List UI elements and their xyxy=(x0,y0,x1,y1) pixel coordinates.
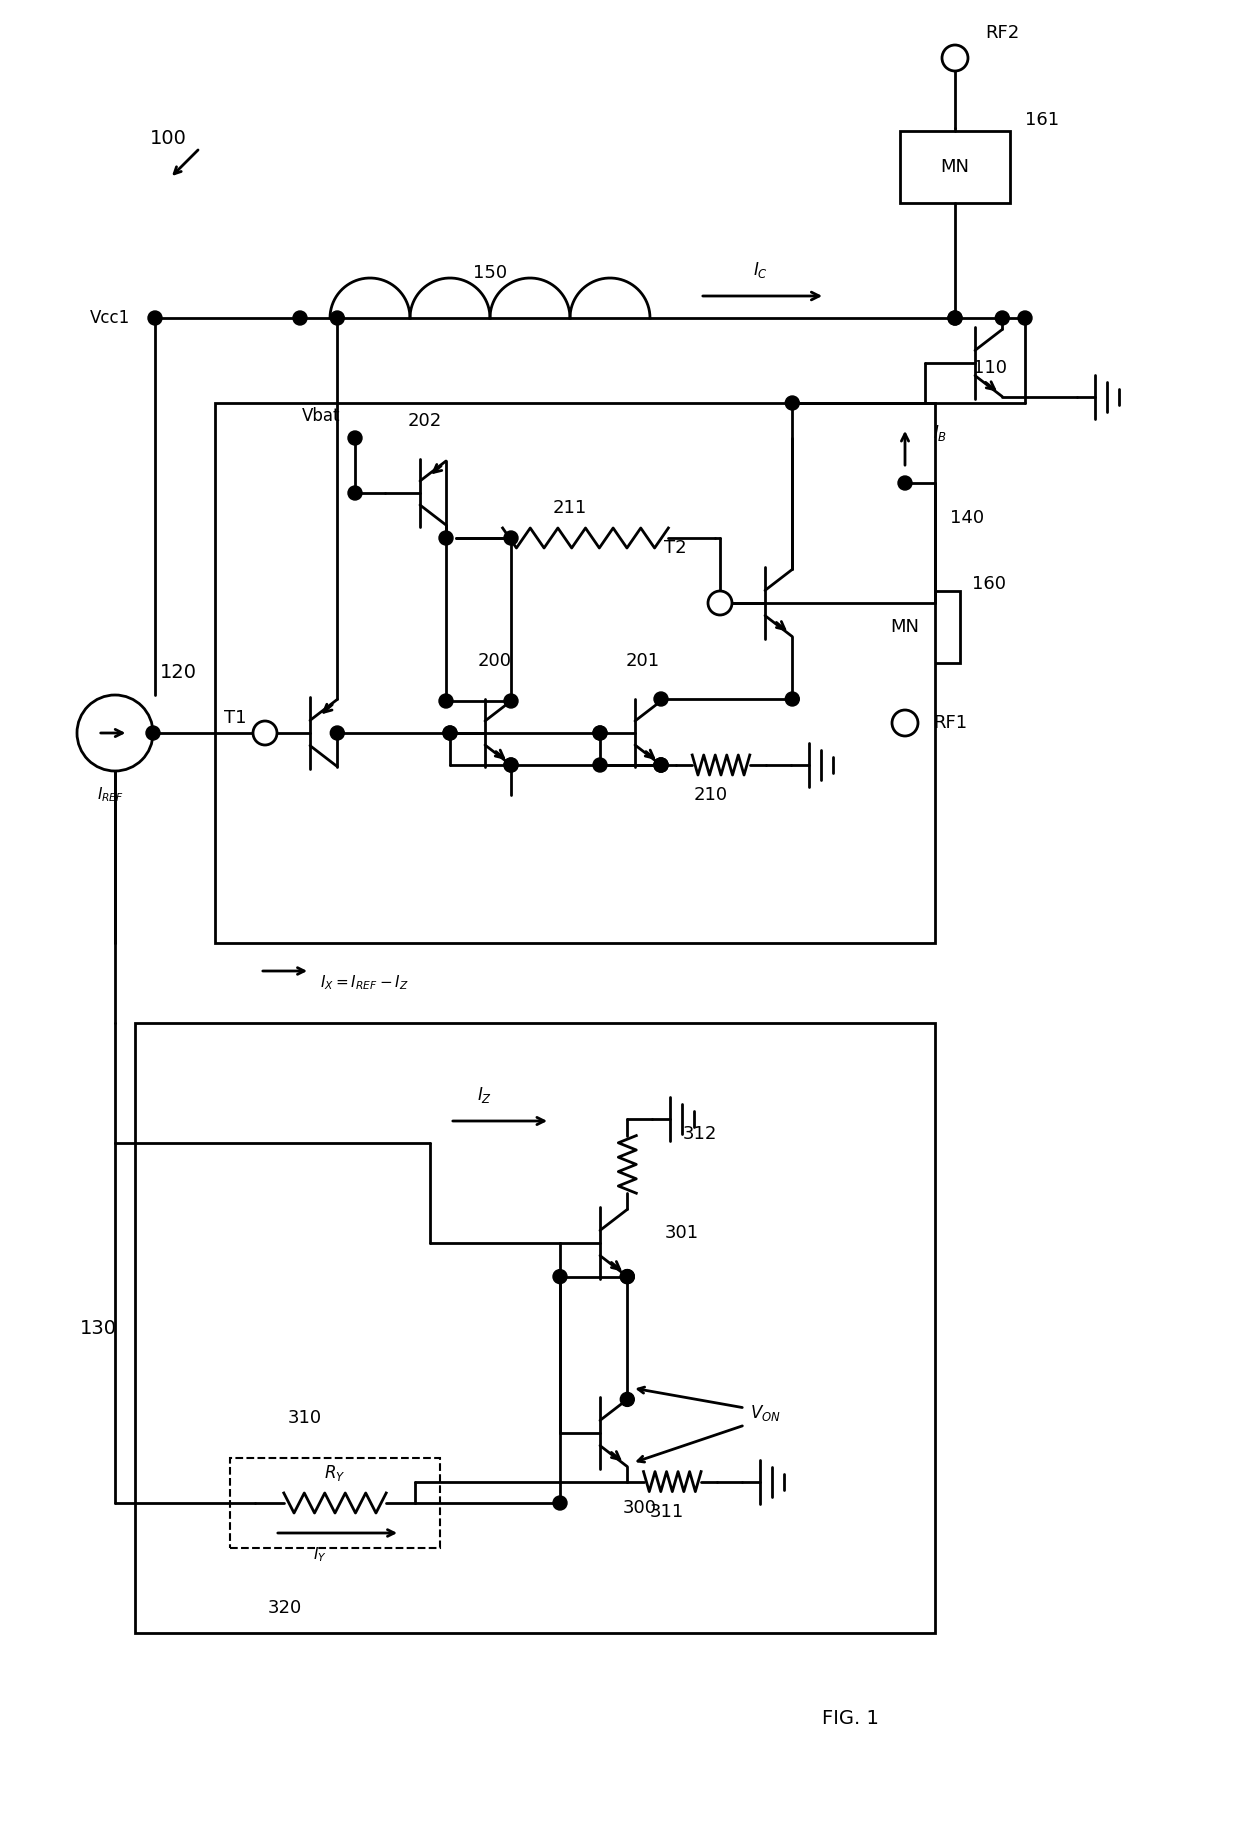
Bar xyxy=(215,403,935,943)
Text: 130: 130 xyxy=(81,1318,117,1338)
Bar xyxy=(135,1024,935,1632)
Circle shape xyxy=(653,691,668,706)
Text: $I_C$: $I_C$ xyxy=(753,259,768,279)
Text: 202: 202 xyxy=(408,412,443,430)
Text: $I_Y$: $I_Y$ xyxy=(314,1546,327,1564)
Text: 200: 200 xyxy=(477,652,512,671)
Text: 100: 100 xyxy=(150,129,187,147)
Circle shape xyxy=(503,757,518,772)
Text: 201: 201 xyxy=(626,652,660,671)
Text: RF2: RF2 xyxy=(985,24,1019,42)
Text: 160: 160 xyxy=(972,575,1006,594)
Text: 110: 110 xyxy=(973,358,1007,377)
Circle shape xyxy=(949,311,962,325)
Circle shape xyxy=(348,430,362,445)
Text: 311: 311 xyxy=(650,1503,684,1520)
Text: 150: 150 xyxy=(472,265,507,281)
Text: 140: 140 xyxy=(950,509,985,528)
Circle shape xyxy=(503,531,518,546)
Text: $R_Y$: $R_Y$ xyxy=(325,1463,346,1483)
Text: MN: MN xyxy=(940,158,970,176)
Circle shape xyxy=(653,757,668,772)
Circle shape xyxy=(330,311,345,325)
Circle shape xyxy=(330,726,345,741)
Circle shape xyxy=(553,1496,567,1511)
Circle shape xyxy=(949,311,962,325)
Text: $I_X=I_{REF}-I_Z$: $I_X=I_{REF}-I_Z$ xyxy=(320,974,409,993)
Circle shape xyxy=(253,720,277,744)
Text: RF1: RF1 xyxy=(932,713,967,732)
Circle shape xyxy=(708,592,732,616)
Circle shape xyxy=(443,726,458,741)
Circle shape xyxy=(593,726,608,741)
Text: Vbat: Vbat xyxy=(301,406,340,425)
Circle shape xyxy=(620,1270,635,1283)
Text: 211: 211 xyxy=(553,498,587,516)
Bar xyxy=(229,1458,440,1548)
Text: Vcc1: Vcc1 xyxy=(89,309,130,327)
Circle shape xyxy=(942,44,968,72)
Circle shape xyxy=(653,757,668,772)
Text: 120: 120 xyxy=(160,664,197,682)
Circle shape xyxy=(503,757,518,772)
Circle shape xyxy=(503,695,518,708)
Circle shape xyxy=(293,311,308,325)
Text: 301: 301 xyxy=(665,1224,699,1242)
Circle shape xyxy=(348,485,362,500)
Circle shape xyxy=(146,726,160,741)
Circle shape xyxy=(439,531,453,546)
Text: 210: 210 xyxy=(694,787,728,803)
Circle shape xyxy=(1018,311,1032,325)
Circle shape xyxy=(898,476,911,491)
Circle shape xyxy=(439,695,453,708)
Circle shape xyxy=(785,395,800,410)
Bar xyxy=(849,592,960,664)
Text: FIG. 1: FIG. 1 xyxy=(822,1709,878,1728)
Circle shape xyxy=(553,1270,567,1283)
Circle shape xyxy=(892,709,918,735)
Text: 312: 312 xyxy=(682,1125,717,1143)
Circle shape xyxy=(593,726,608,741)
Circle shape xyxy=(593,757,608,772)
Text: $I_B$: $I_B$ xyxy=(932,423,947,443)
Text: 310: 310 xyxy=(288,1410,322,1426)
Text: $I_{REF}$: $I_{REF}$ xyxy=(97,785,124,805)
Circle shape xyxy=(785,691,800,706)
Circle shape xyxy=(996,311,1009,325)
Circle shape xyxy=(148,311,162,325)
Text: $V_{ON}$: $V_{ON}$ xyxy=(750,1402,781,1423)
Circle shape xyxy=(620,1393,635,1406)
Text: 300: 300 xyxy=(622,1500,657,1516)
Circle shape xyxy=(77,695,153,770)
Circle shape xyxy=(653,757,668,772)
Bar xyxy=(900,130,1011,202)
Text: MN: MN xyxy=(890,618,920,636)
Text: T1: T1 xyxy=(223,709,247,728)
Text: T2: T2 xyxy=(663,539,686,557)
Text: $I_Z$: $I_Z$ xyxy=(477,1084,492,1105)
Text: 320: 320 xyxy=(268,1599,303,1617)
Circle shape xyxy=(443,726,458,741)
Text: 161: 161 xyxy=(1025,112,1059,129)
Circle shape xyxy=(620,1270,635,1283)
